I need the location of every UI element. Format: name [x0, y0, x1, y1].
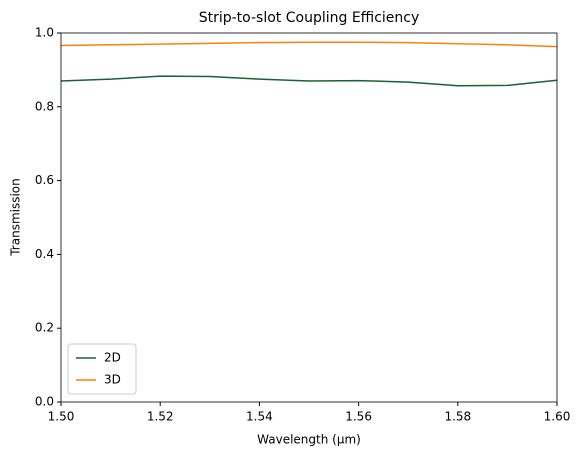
legend-box — [67, 343, 137, 395]
y-tick-label: 0.4 — [35, 247, 54, 261]
x-tick-label: 1.56 — [345, 410, 372, 424]
x-axis-label: Wavelength (μm) — [257, 433, 361, 447]
x-tick-label: 1.60 — [544, 410, 571, 424]
data-line — [60, 41, 558, 48]
x-tick-label: 1.50 — [48, 410, 75, 424]
chart-title: Strip-to-slot Coupling Efficiency — [199, 10, 420, 26]
x-tick-label: 1.58 — [444, 410, 471, 424]
x-tick-label: 1.54 — [246, 410, 273, 424]
y-tick-label: 0.8 — [35, 99, 54, 113]
data-line — [60, 75, 558, 87]
x-tick-label: 1.52 — [147, 410, 174, 424]
plot-frame — [60, 32, 558, 403]
y-tick-label: 0.2 — [35, 321, 54, 335]
legend-label: 3D — [104, 373, 121, 387]
y-tick-label: 0.6 — [35, 173, 54, 187]
y-tick-label: 0.0 — [35, 395, 54, 409]
y-axis-label: Transmission — [9, 178, 23, 257]
legend-label: 2D — [104, 351, 121, 365]
y-tick-label: 1.0 — [35, 26, 54, 40]
